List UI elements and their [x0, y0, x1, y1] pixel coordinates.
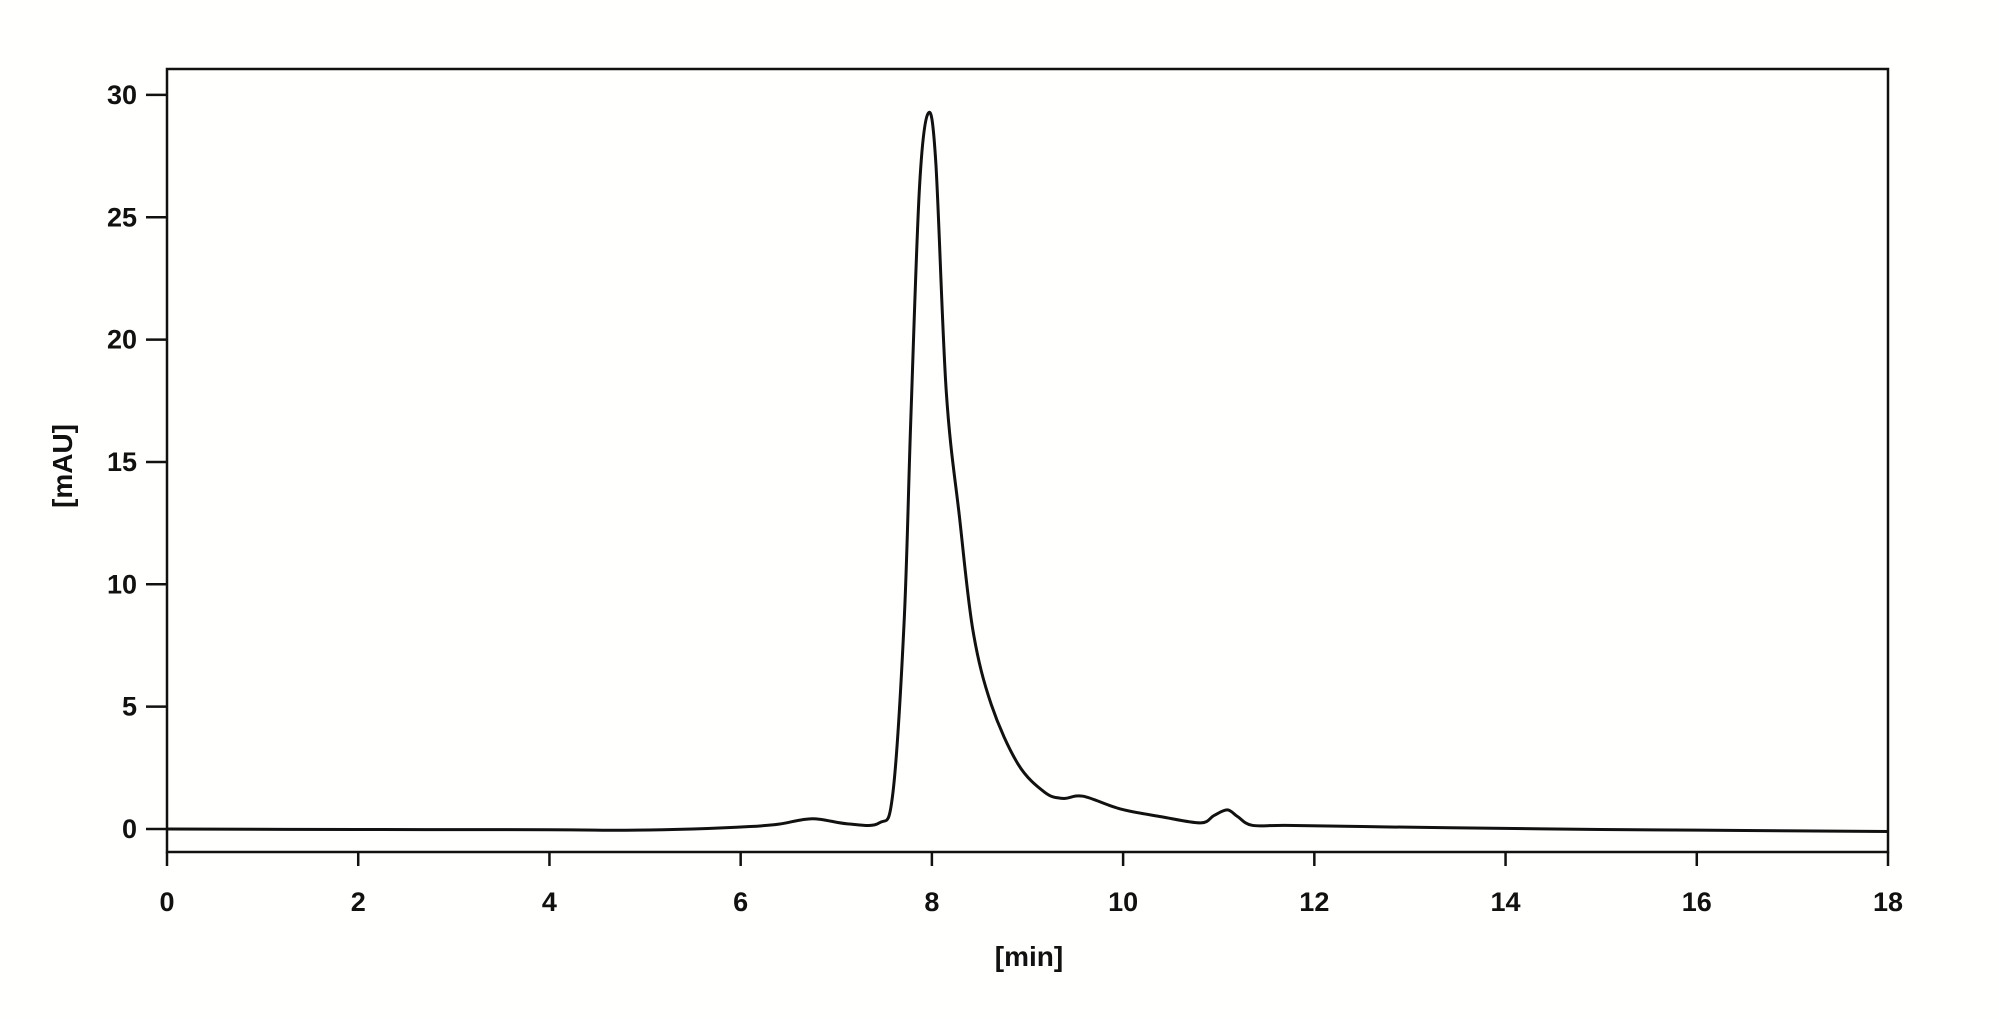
x-tick-label: 2: [351, 887, 366, 917]
x-tick-label: 16: [1682, 887, 1712, 917]
y-tick-label: 0: [122, 814, 137, 844]
y-axis: 0 5 10 15 20 25 30: [107, 80, 167, 844]
y-tick-label: 5: [122, 692, 137, 722]
y-tick-label: 25: [107, 202, 137, 232]
y-tick-label: 10: [107, 569, 137, 599]
x-tick-label: 14: [1491, 887, 1521, 917]
x-tick-label: 6: [733, 887, 748, 917]
x-axis-title: [min]: [995, 941, 1063, 972]
x-tick-label: 8: [924, 887, 939, 917]
y-tick-label: 20: [107, 325, 137, 355]
plot-frame: [165, 67, 1890, 854]
x-tick-label: 12: [1299, 887, 1329, 917]
x-tick-label: 18: [1873, 887, 1903, 917]
x-tick-label: 4: [542, 887, 557, 917]
y-tick-label: 15: [107, 447, 137, 477]
chromatogram-trace: [166, 110, 1889, 833]
x-tick-label: 10: [1108, 887, 1138, 917]
x-axis: 0 2 4 6 8 10 12 14 16 18: [159, 852, 1903, 917]
y-tick-label: 30: [107, 80, 137, 110]
y-axis-title: [mAU]: [47, 424, 78, 508]
x-tick-label: 0: [159, 887, 174, 917]
